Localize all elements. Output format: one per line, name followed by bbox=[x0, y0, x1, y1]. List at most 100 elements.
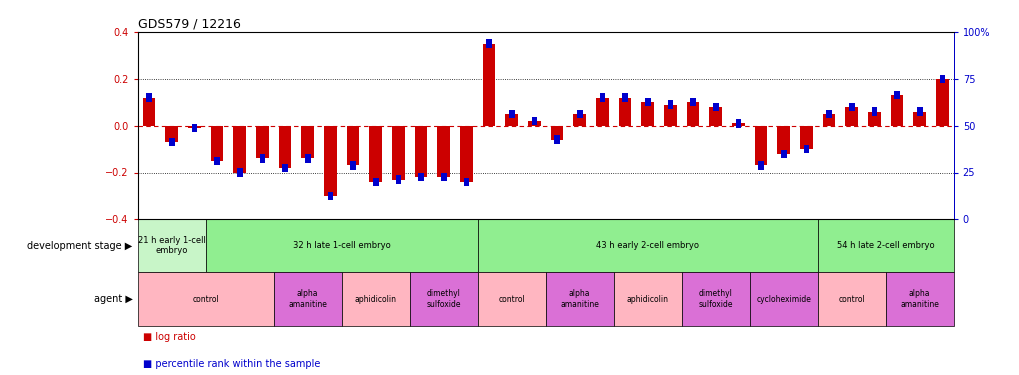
Bar bbox=[327, 192, 333, 200]
Bar bbox=[477, 272, 545, 326]
Bar bbox=[781, 150, 786, 158]
Bar bbox=[686, 102, 699, 126]
Bar bbox=[460, 126, 472, 182]
Bar bbox=[825, 110, 832, 118]
Bar bbox=[477, 219, 817, 272]
Bar bbox=[599, 93, 604, 102]
Bar bbox=[735, 119, 741, 128]
Text: ■ percentile rank within the sample: ■ percentile rank within the sample bbox=[143, 359, 320, 369]
Text: 21 h early 1-cell
embryо: 21 h early 1-cell embryо bbox=[138, 236, 206, 255]
Text: ■ log ratio: ■ log ratio bbox=[143, 333, 196, 342]
Text: dimethyl
sulfoxide: dimethyl sulfoxide bbox=[698, 290, 733, 309]
Bar bbox=[732, 123, 744, 126]
Bar bbox=[938, 75, 945, 83]
Bar bbox=[143, 98, 155, 126]
Text: control: control bbox=[193, 295, 219, 304]
Text: aphidicolin: aphidicolin bbox=[626, 295, 668, 304]
Bar bbox=[273, 272, 341, 326]
Bar bbox=[890, 95, 903, 126]
Bar bbox=[138, 272, 273, 326]
Bar bbox=[644, 98, 650, 106]
Bar bbox=[138, 219, 206, 272]
Bar bbox=[508, 110, 514, 118]
Text: aphidicolin: aphidicolin bbox=[355, 295, 396, 304]
Bar bbox=[305, 154, 310, 163]
Bar bbox=[916, 107, 921, 116]
Bar bbox=[211, 126, 223, 161]
Text: 54 h late 2-cell embryo: 54 h late 2-cell embryo bbox=[836, 241, 933, 250]
Bar bbox=[799, 126, 812, 149]
Bar bbox=[324, 126, 336, 196]
Bar bbox=[845, 107, 857, 126]
Bar bbox=[192, 124, 197, 132]
Bar bbox=[505, 114, 518, 126]
Bar bbox=[754, 126, 766, 165]
Bar bbox=[341, 272, 410, 326]
Text: alpha
amanitine: alpha amanitine bbox=[900, 290, 938, 309]
Bar bbox=[666, 100, 673, 109]
Bar bbox=[346, 126, 359, 165]
Bar bbox=[848, 103, 854, 111]
Bar bbox=[528, 121, 540, 126]
Bar bbox=[410, 272, 477, 326]
Bar bbox=[913, 112, 925, 126]
Text: alpha
amanitine: alpha amanitine bbox=[288, 290, 327, 309]
Text: GDS579 / 12216: GDS579 / 12216 bbox=[138, 18, 240, 31]
Text: dimethyl
sulfoxide: dimethyl sulfoxide bbox=[426, 290, 461, 309]
Bar bbox=[894, 91, 899, 99]
Bar bbox=[350, 161, 356, 170]
Bar bbox=[613, 272, 681, 326]
Bar bbox=[553, 135, 559, 144]
Bar bbox=[440, 173, 446, 182]
Bar bbox=[749, 272, 817, 326]
Text: control: control bbox=[498, 295, 525, 304]
Bar bbox=[776, 126, 789, 154]
Bar bbox=[531, 117, 537, 125]
Text: control: control bbox=[838, 295, 864, 304]
Bar bbox=[282, 164, 287, 172]
Bar bbox=[486, 39, 491, 48]
Bar bbox=[573, 114, 585, 126]
Bar bbox=[622, 93, 628, 102]
Bar bbox=[884, 272, 953, 326]
Bar bbox=[165, 126, 177, 142]
Bar bbox=[870, 107, 876, 116]
Bar bbox=[545, 272, 613, 326]
Bar bbox=[236, 168, 243, 177]
Bar bbox=[663, 105, 676, 126]
Bar bbox=[418, 173, 424, 182]
Bar bbox=[817, 219, 953, 272]
Bar bbox=[550, 126, 562, 140]
Bar bbox=[256, 126, 268, 158]
Bar bbox=[146, 93, 152, 102]
Bar bbox=[619, 98, 631, 126]
Bar bbox=[391, 126, 405, 180]
Bar bbox=[233, 126, 246, 172]
Bar bbox=[463, 178, 469, 186]
Bar bbox=[822, 114, 835, 126]
Bar bbox=[437, 126, 449, 177]
Text: alpha
amanitine: alpha amanitine bbox=[559, 290, 598, 309]
Bar bbox=[712, 103, 717, 111]
Bar bbox=[595, 98, 608, 126]
Bar bbox=[187, 126, 201, 128]
Bar bbox=[278, 126, 291, 168]
Bar bbox=[259, 154, 265, 163]
Bar bbox=[214, 157, 220, 165]
Text: cycloheximide: cycloheximide bbox=[755, 295, 810, 304]
Text: 43 h early 2-cell embryo: 43 h early 2-cell embryo bbox=[596, 241, 698, 250]
Text: agent ▶: agent ▶ bbox=[94, 294, 132, 304]
Bar bbox=[369, 126, 381, 182]
Bar bbox=[709, 107, 721, 126]
Bar bbox=[690, 98, 695, 106]
Bar bbox=[681, 272, 749, 326]
Text: development stage ▶: development stage ▶ bbox=[28, 241, 132, 250]
Bar bbox=[373, 178, 378, 186]
Bar bbox=[415, 126, 427, 177]
Bar bbox=[169, 138, 174, 146]
Bar bbox=[206, 219, 477, 272]
Text: 32 h late 1-cell embryo: 32 h late 1-cell embryo bbox=[292, 241, 390, 250]
Bar bbox=[482, 44, 495, 126]
Bar bbox=[395, 176, 400, 184]
Bar bbox=[577, 110, 582, 118]
